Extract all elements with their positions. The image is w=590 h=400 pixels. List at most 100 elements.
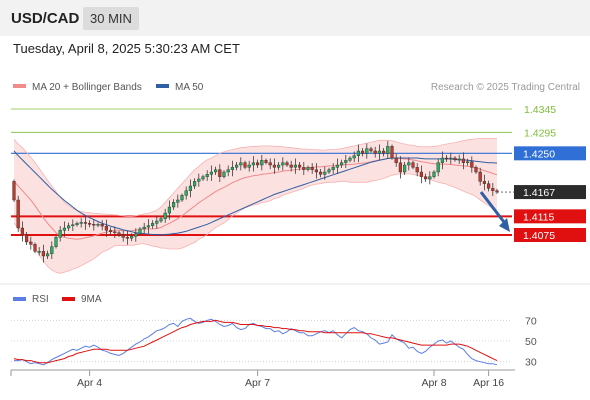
candle	[37, 247, 41, 256]
candle	[58, 226, 62, 242]
level-label-support: 1.4115	[523, 211, 554, 223]
candle-bearish	[445, 157, 449, 160]
candle-bullish	[201, 176, 205, 180]
candle	[226, 165, 230, 177]
candle	[478, 167, 482, 186]
x-axis: Apr 4 Apr 7 Apr 8 Apr 16	[10, 369, 515, 389]
candle	[121, 230, 125, 242]
candle	[466, 158, 470, 166]
candle	[222, 170, 226, 179]
candle-bearish	[487, 183, 491, 189]
candle-bullish	[138, 228, 142, 234]
candle	[171, 199, 176, 211]
candle-bearish	[100, 224, 104, 227]
price-levels	[11, 108, 512, 236]
candle-bullish	[79, 222, 83, 224]
level-label-support: 1.4075	[523, 230, 555, 242]
candle-bullish	[440, 157, 444, 163]
candle-bullish	[150, 223, 155, 226]
candle-bearish	[125, 237, 129, 239]
rsi-legend: RSI 9MA	[13, 294, 102, 305]
candle	[331, 163, 335, 174]
level-label-target: 1.4295	[524, 127, 556, 139]
candle-bullish	[327, 169, 331, 173]
bollinger-upper-line	[13, 137, 497, 217]
candle-bearish	[104, 225, 108, 231]
x-tick-label: Apr 7	[245, 377, 270, 389]
rsi-tick-label: 70	[525, 315, 537, 327]
candle	[461, 152, 465, 170]
candle-bullish	[293, 164, 297, 168]
price-level-labels: 1.4345 1.4295 1.4250 1.4167 1.4115 1.4075	[514, 104, 586, 242]
candle	[285, 160, 289, 167]
candle	[46, 250, 50, 260]
level-tag-support	[514, 228, 586, 242]
candle	[365, 143, 369, 159]
candle	[213, 166, 218, 176]
candle-bullish	[335, 164, 339, 168]
candle-bullish	[129, 236, 134, 239]
candle-bullish	[277, 164, 281, 168]
candle	[142, 222, 146, 234]
bollinger-bands	[14, 138, 497, 274]
candle	[150, 220, 155, 229]
candle-bullish	[54, 237, 58, 247]
candle-bullish	[167, 206, 171, 214]
candle	[457, 154, 461, 165]
candle-bearish	[415, 167, 419, 173]
candle	[327, 167, 331, 174]
moving-averages	[13, 137, 498, 274]
candle	[390, 144, 394, 160]
candle-bullish	[62, 227, 66, 231]
candle	[377, 144, 381, 160]
candle	[12, 179, 16, 202]
candle-bearish	[491, 188, 495, 191]
candle	[96, 222, 100, 228]
candle	[432, 170, 436, 179]
candle-bullish	[50, 246, 54, 254]
candle	[251, 156, 255, 172]
candle-bullish	[46, 253, 50, 257]
ma50-line	[13, 150, 498, 236]
candle-bullish	[71, 224, 75, 226]
bollinger-fill	[14, 138, 497, 274]
candle-bullish	[344, 160, 348, 163]
candle	[361, 147, 365, 157]
rsi-lines	[13, 317, 498, 366]
candle	[180, 193, 184, 202]
x-tick-label: Apr 4	[77, 377, 102, 389]
rsi-tick-label: 30	[525, 357, 537, 369]
candle	[298, 161, 302, 171]
candle-bullish	[457, 158, 461, 161]
candle-bullish	[247, 164, 251, 168]
candle-bullish	[239, 162, 243, 166]
candle	[373, 146, 377, 158]
candle-bullish	[230, 167, 234, 170]
candle-bullish	[222, 171, 226, 177]
candle-bearish	[108, 230, 113, 232]
candle-bearish	[390, 146, 394, 159]
candle-bearish	[289, 164, 293, 168]
level-label-target: 1.4345	[524, 104, 556, 116]
candle	[268, 158, 272, 170]
candle-bullish	[377, 150, 381, 154]
timeframe-badge[interactable]: 30 MIN	[83, 7, 139, 30]
candle	[155, 215, 159, 229]
candle-bearish	[268, 162, 272, 166]
candle-bullish	[142, 226, 146, 230]
candle	[411, 160, 415, 170]
candle	[20, 221, 24, 242]
candle-bearish	[424, 176, 428, 180]
candle-bullish	[197, 178, 201, 182]
candle-bearish	[302, 167, 306, 170]
candle-bullish	[281, 162, 285, 166]
candle-bullish	[159, 218, 163, 222]
candle-bearish	[92, 224, 96, 226]
candle	[167, 200, 171, 220]
candle-bearish	[12, 181, 16, 201]
candle-bearish	[285, 162, 289, 166]
candle-bullish	[260, 160, 264, 166]
candle	[92, 218, 96, 231]
candle-bullish	[403, 164, 407, 173]
candle-bearish	[256, 162, 260, 166]
